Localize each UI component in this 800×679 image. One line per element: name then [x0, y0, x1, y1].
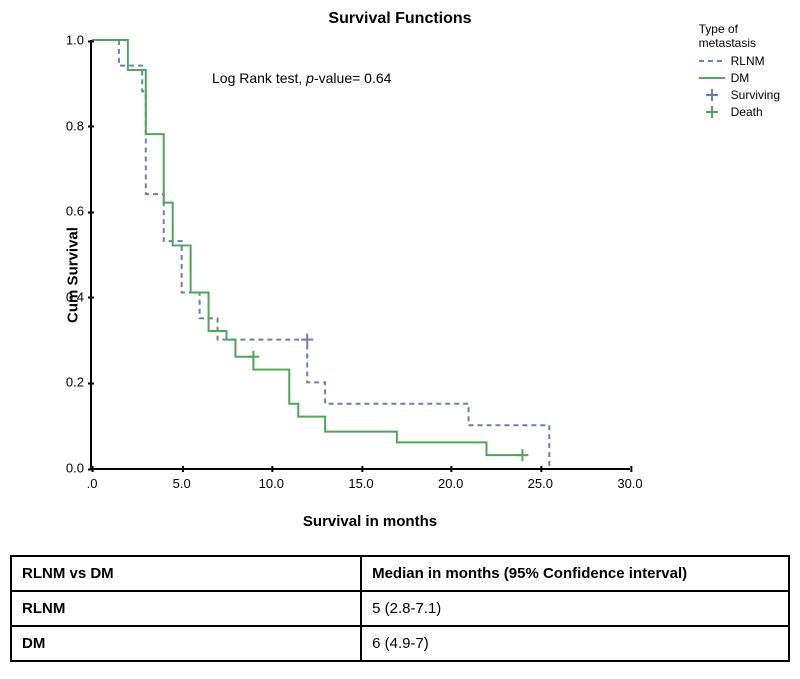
y-tick: 0.8 — [66, 118, 92, 133]
legend-label: Surviving — [731, 88, 780, 102]
x-tick: 30.0 — [617, 468, 642, 491]
chart-svg — [92, 40, 630, 468]
y-tick: 0.6 — [66, 204, 92, 219]
x-tick: 5.0 — [173, 468, 191, 491]
legend-item: Death — [699, 105, 780, 119]
chart-title: Survival Functions — [10, 10, 790, 28]
legend-item: Surviving — [699, 88, 780, 102]
median-table: RLNM vs DM Median in months (95% Confide… — [10, 555, 790, 662]
table-cell: 5 (2.8-7.1) — [361, 591, 789, 626]
dm-curve — [92, 40, 522, 455]
annotation-prefix: Log Rank test, — [212, 70, 306, 86]
y-tick: 1.0 — [66, 33, 92, 48]
legend-label: Death — [731, 105, 763, 119]
x-tick: 20.0 — [438, 468, 463, 491]
x-tick: .0 — [87, 468, 98, 491]
table-header-c1: RLNM vs DM — [11, 556, 361, 591]
table-header-c2: Median in months (95% Confidence interva… — [361, 556, 789, 591]
plot-area: Log Rank test, p-value= 0.64 0.00.20.40.… — [90, 40, 630, 470]
annotation-suffix: -value= 0.64 — [314, 70, 391, 86]
legend-item: DM — [699, 71, 780, 85]
legend-label: DM — [731, 71, 750, 85]
table-cell: RLNM — [11, 591, 361, 626]
x-tick: 25.0 — [528, 468, 553, 491]
annotation-p: p — [306, 70, 314, 86]
legend-item: RLNM — [699, 54, 780, 68]
x-tick: 15.0 — [348, 468, 373, 491]
table-row: RLNM 5 (2.8-7.1) — [11, 591, 789, 626]
x-axis-label: Survival in months — [303, 513, 437, 530]
legend-swatch — [699, 88, 725, 102]
table-cell: DM — [11, 626, 361, 661]
rlnm-curve — [92, 40, 549, 468]
legend-title: Type of metastasis — [699, 22, 780, 50]
legend-swatch — [699, 54, 725, 68]
legend-swatch — [699, 105, 725, 119]
x-tick: 10.0 — [259, 468, 284, 491]
table-header-row: RLNM vs DM Median in months (95% Confide… — [11, 556, 789, 591]
survival-chart: Survival Functions Log Rank test, p-valu… — [10, 10, 790, 540]
table-row: DM 6 (4.9-7) — [11, 626, 789, 661]
table-cell: 6 (4.9-7) — [361, 626, 789, 661]
legend: Type of metastasis RLNM DM Surviving Death — [699, 22, 780, 122]
y-axis-label: Cum Survival — [64, 227, 81, 323]
log-rank-annotation: Log Rank test, p-value= 0.64 — [212, 70, 391, 86]
legend-label: RLNM — [731, 54, 765, 68]
legend-swatch — [699, 71, 725, 85]
y-tick: 0.2 — [66, 375, 92, 390]
